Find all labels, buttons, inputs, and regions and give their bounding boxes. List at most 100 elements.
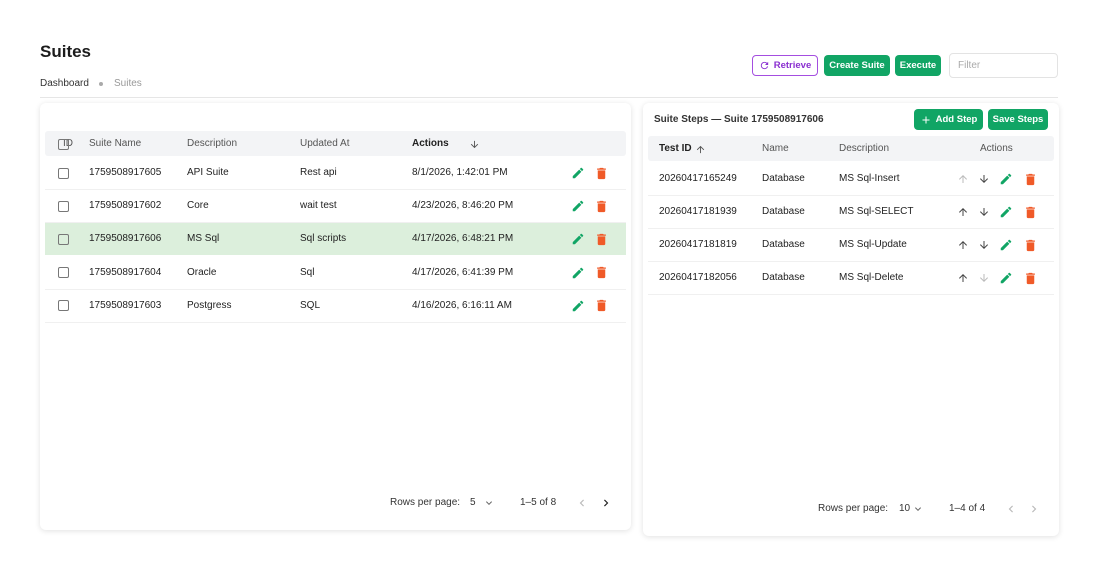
header-checkbox[interactable] <box>57 138 69 150</box>
move-up-button[interactable] <box>957 239 969 251</box>
move-down-button[interactable] <box>978 239 990 251</box>
delete-button[interactable] <box>1023 205 1038 220</box>
row-checkbox[interactable] <box>57 233 69 245</box>
column-header: Description <box>839 143 890 154</box>
table-cell: Database <box>762 272 805 283</box>
edit-button-shape <box>572 267 584 278</box>
edit-button[interactable] <box>999 172 1013 186</box>
delete-button-shape <box>596 266 606 279</box>
row-divider <box>45 288 626 290</box>
move-down-button-shape <box>980 241 988 249</box>
delete-button[interactable] <box>1023 172 1038 187</box>
filter-placeholder: Filter <box>958 60 981 71</box>
next-page[interactable] <box>1027 502 1041 516</box>
move-up-button[interactable] <box>957 272 969 284</box>
next-page[interactable] <box>599 496 613 510</box>
rows-per-page-dropdown[interactable] <box>483 497 495 509</box>
delete-button[interactable] <box>594 298 609 313</box>
rows-per-page-value[interactable]: 10 <box>899 503 911 514</box>
edit-button-shape <box>1000 272 1012 284</box>
edit-button[interactable] <box>571 299 585 313</box>
edit-button[interactable] <box>571 199 585 213</box>
sort-icon[interactable] <box>695 144 706 155</box>
edit-button-shape <box>572 167 584 179</box>
header-button[interactable]: Retrieve <box>752 55 818 76</box>
row-checkbox[interactable] <box>57 167 69 179</box>
breadcrumb-separator <box>99 82 103 86</box>
panel-button[interactable]: Save Steps <box>988 109 1048 130</box>
next-page-shape <box>604 499 609 507</box>
panel-button[interactable]: Add Step <box>914 109 983 130</box>
rows-per-page-value[interactable]: 5 <box>470 497 476 508</box>
row-divider <box>45 222 626 224</box>
header-button[interactable]: Execute <box>895 55 941 76</box>
rows-per-page-dropdown[interactable] <box>912 503 924 515</box>
delete-button-shape <box>1025 173 1035 185</box>
row-checkbox[interactable] <box>57 200 69 212</box>
table-cell: 20260417181819 <box>659 239 737 250</box>
column-header[interactable]: Actions <box>412 138 449 149</box>
prev-page[interactable] <box>575 496 589 510</box>
table-cell: Database <box>762 239 805 250</box>
delete-button[interactable] <box>594 166 609 181</box>
edit-button[interactable] <box>571 232 585 246</box>
table-cell: 1759508917606 <box>89 233 162 245</box>
table-cell: SQL <box>300 299 321 311</box>
header-button[interactable]: Create Suite <box>824 55 890 76</box>
delete-button-shape <box>1025 272 1035 284</box>
column-header: Description <box>187 138 238 149</box>
move-down-button-shape <box>980 208 988 216</box>
sort-icon[interactable] <box>469 139 480 150</box>
row-checkbox[interactable] <box>57 300 69 312</box>
table-cell: 4/23/2026, 8:46:20 PM <box>412 200 514 212</box>
breadcrumb-link[interactable]: Dashboard <box>40 78 89 89</box>
column-header[interactable]: Test ID <box>659 143 692 154</box>
edit-button-shape <box>572 200 584 212</box>
table-cell: 1759508917603 <box>89 299 162 311</box>
divider <box>40 97 1058 98</box>
button-label: Add Step <box>935 114 978 125</box>
column-header: Name <box>762 143 789 154</box>
panel-title: Suite Steps — Suite 1759508917606 <box>654 114 824 125</box>
move-up-button[interactable] <box>957 173 969 185</box>
delete-button-shape <box>1025 239 1035 251</box>
edit-button[interactable] <box>999 271 1013 285</box>
edit-button[interactable] <box>571 266 585 280</box>
breadcrumb-current: Suites <box>114 78 142 89</box>
button-label: Retrieve <box>773 60 812 71</box>
delete-button[interactable] <box>1023 238 1038 253</box>
plus-icon <box>922 116 930 123</box>
table-cell: Sql <box>300 266 315 278</box>
button-label: Execute <box>899 60 937 71</box>
row-divider <box>648 228 1054 229</box>
table-cell: wait test <box>300 200 337 212</box>
row-checkbox[interactable] <box>57 267 69 279</box>
delete-button[interactable] <box>594 232 609 247</box>
move-down-button-shape <box>980 175 988 183</box>
rows-per-page-label: Rows per page: <box>818 503 889 514</box>
edit-button-shape <box>572 234 584 245</box>
move-down-button[interactable] <box>978 206 990 218</box>
table-cell: Core <box>187 200 209 212</box>
refresh-icon-shape <box>760 61 768 70</box>
row-divider <box>648 195 1054 196</box>
prev-page-shape <box>579 499 584 507</box>
sort-icon-shape <box>696 145 704 153</box>
edit-button[interactable] <box>999 238 1013 252</box>
sort-icon-shape <box>470 140 478 148</box>
delete-button[interactable] <box>1023 271 1038 286</box>
move-down-button[interactable] <box>978 272 990 284</box>
move-down-button[interactable] <box>978 173 990 185</box>
move-up-button[interactable] <box>957 206 969 218</box>
table-cell: Rest api <box>300 167 337 178</box>
table-cell: 1759508917605 <box>89 167 162 178</box>
edit-button[interactable] <box>999 205 1013 219</box>
filter-input[interactable]: Filter <box>949 53 1058 78</box>
prev-page[interactable] <box>1004 502 1018 516</box>
edit-button[interactable] <box>571 166 585 180</box>
delete-button[interactable] <box>594 199 609 214</box>
row-divider <box>648 261 1054 262</box>
edit-button-shape <box>1000 239 1012 251</box>
delete-button[interactable] <box>594 265 609 280</box>
